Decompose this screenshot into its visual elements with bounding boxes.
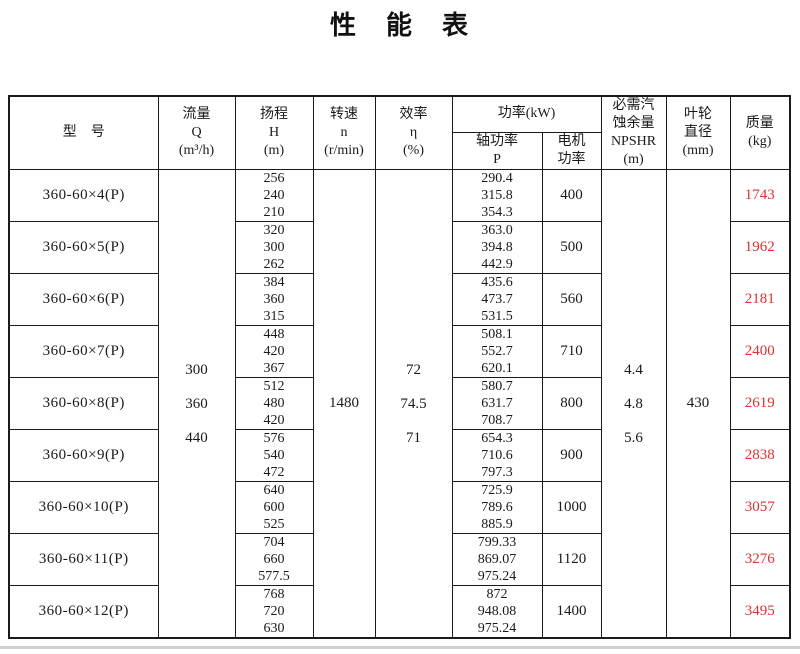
cell-efficiency: 72 74.5 71 [374, 169, 453, 639]
table-row: 360-60×9(P) 576 540 472 654.3 710.6 797.… [8, 429, 791, 482]
cell-head: 768 720 630 [234, 585, 314, 639]
col-header-efficiency: 效率 η (%) [374, 95, 453, 170]
cell-motor-power: 710 [541, 325, 602, 378]
cell-head: 384 360 315 [234, 273, 314, 326]
col-header-npshr: 必需汽 蚀余量 NPSHR (m) [600, 95, 667, 170]
cell-mass: 2181 [729, 273, 791, 326]
cell-shaft-power: 580.7 631.7 708.7 [451, 377, 543, 430]
cell-motor-power: 1120 [541, 533, 602, 586]
cell-motor-power: 560 [541, 273, 602, 326]
cell-head: 576 540 472 [234, 429, 314, 482]
table-row: 360-60×11(P) 704 660 577.5 799.33 869.07… [8, 533, 791, 586]
cell-shaft-power: 435.6 473.7 531.5 [451, 273, 543, 326]
cell-mass: 3276 [729, 533, 791, 586]
cell-model: 360-60×11(P) [8, 533, 159, 586]
cell-motor-power: 500 [541, 221, 602, 274]
table-row: 360-60×8(P) 512 480 420 580.7 631.7 708.… [8, 377, 791, 430]
cell-shaft-power: 508.1 552.7 620.1 [451, 325, 543, 378]
cell-npshr: 4.4 4.8 5.6 [600, 169, 667, 639]
cell-model: 360-60×4(P) [8, 169, 159, 222]
cell-head: 320 300 262 [234, 221, 314, 274]
cell-shaft-power: 363.0 394.8 442.9 [451, 221, 543, 274]
cell-impeller-diameter: 430 [665, 169, 731, 639]
cell-motor-power: 1000 [541, 481, 602, 534]
cell-mass: 2838 [729, 429, 791, 482]
cell-model: 360-60×10(P) [8, 481, 159, 534]
cell-motor-power: 900 [541, 429, 602, 482]
cell-mass: 3495 [729, 585, 791, 639]
col-header-model: 型 号 [8, 95, 159, 170]
table-row: 360-60×5(P) 320 300 262 363.0 394.8 442.… [8, 221, 791, 274]
cell-model: 360-60×6(P) [8, 273, 159, 326]
cell-model: 360-60×12(P) [8, 585, 159, 639]
cell-shaft-power: 725.9 789.6 885.9 [451, 481, 543, 534]
cell-mass: 3057 [729, 481, 791, 534]
cell-shaft-power: 654.3 710.6 797.3 [451, 429, 543, 482]
cell-flow: 300 360 440 [157, 169, 236, 639]
cell-model: 360-60×7(P) [8, 325, 159, 378]
cell-model: 360-60×5(P) [8, 221, 159, 274]
table-row: 360-60×10(P) 640 600 525 725.9 789.6 885… [8, 481, 791, 534]
cell-head: 448 420 367 [234, 325, 314, 378]
table-row: 360-60×6(P) 384 360 315 435.6 473.7 531.… [8, 273, 791, 326]
table-row: 360-60×4(P) 300 360 440 256 240 210 1480… [8, 169, 791, 639]
cell-motor-power: 800 [541, 377, 602, 430]
page-title: 性 能 表 [329, 11, 470, 40]
cell-speed: 1480 [312, 169, 376, 639]
cell-shaft-power: 872 948.08 975.24 [451, 585, 543, 639]
cell-mass: 2400 [729, 325, 791, 378]
cell-head: 256 240 210 [234, 169, 314, 222]
cell-shaft-power: 799.33 869.07 975.24 [451, 533, 543, 586]
cell-mass: 1743 [729, 169, 791, 222]
cell-motor-power: 400 [541, 169, 602, 222]
cell-model: 360-60×8(P) [8, 377, 159, 430]
cell-model: 360-60×9(P) [8, 429, 159, 482]
col-header-mass: 质量 (kg) [729, 95, 791, 170]
cell-mass: 2619 [729, 377, 791, 430]
col-header-head: 扬程 H (m) [234, 95, 314, 170]
table-row: 360-60×12(P) 768 720 630 872 948.08 975.… [8, 585, 791, 639]
col-header-speed: 转速 n (r/min) [312, 95, 376, 170]
cell-motor-power: 1400 [541, 585, 602, 639]
bottom-divider-line [0, 646, 800, 649]
cell-shaft-power: 290.4 315.8 354.3 [451, 169, 543, 222]
cell-head: 640 600 525 [234, 481, 314, 534]
col-header-shaft-power: 轴功率 P [451, 131, 543, 171]
cell-head: 704 660 577.5 [234, 533, 314, 586]
cell-mass: 1962 [729, 221, 791, 274]
performance-table: 型 号 流量 Q (m³/h) 扬程 H (m) 转速 n (r/min) 效率… [8, 95, 792, 639]
cell-head: 512 480 420 [234, 377, 314, 430]
col-header-flow: 流量 Q (m³/h) [157, 95, 236, 170]
col-header-motor-power: 电机 功率 [541, 131, 602, 171]
col-header-power-group: 功率(kW) [451, 95, 602, 133]
col-header-impeller-diameter: 叶轮 直径 (mm) [665, 95, 731, 170]
table-row: 360-60×7(P) 448 420 367 508.1 552.7 620.… [8, 325, 791, 378]
